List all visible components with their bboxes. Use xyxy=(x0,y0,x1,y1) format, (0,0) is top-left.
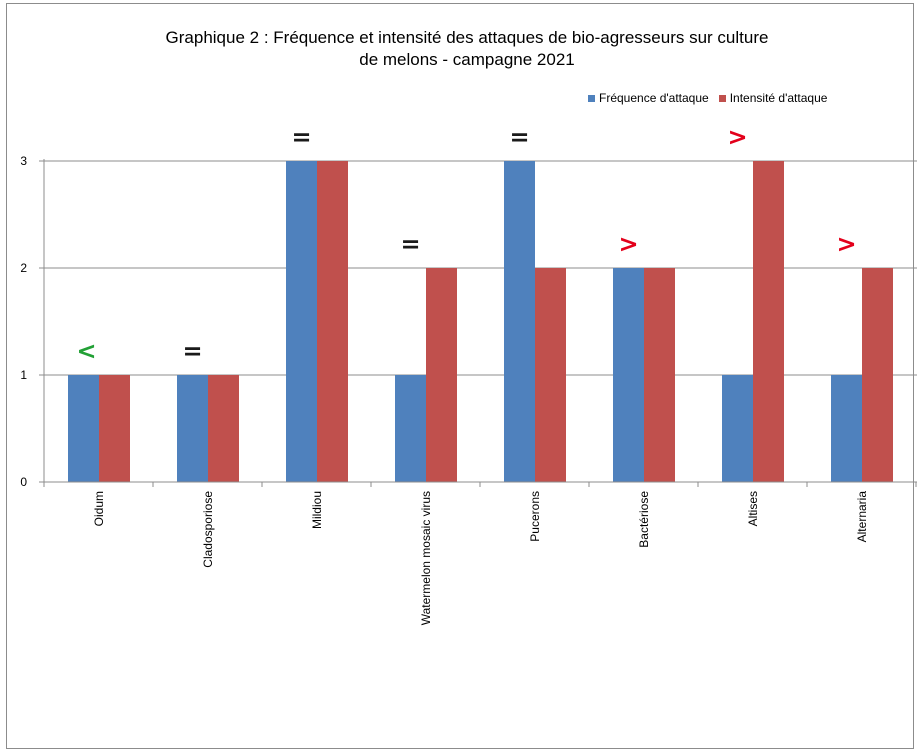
annotation-5: > xyxy=(618,230,638,258)
x-tick-label-3: Watermelon mosaic virus xyxy=(419,491,433,625)
annotation-0: < xyxy=(77,337,97,365)
bar-intensite-6 xyxy=(753,161,784,482)
y-tick-label-1: 1 xyxy=(20,368,27,382)
chart-title-line-1: Graphique 2 : Fréquence et intensité des… xyxy=(165,28,769,47)
chart-legend: Fréquence d'attaque Intensité d'attaque xyxy=(588,91,837,105)
annotation-3: = xyxy=(400,230,420,258)
y-tick-label-3: 3 xyxy=(20,154,27,168)
y-tick-label-2: 2 xyxy=(20,261,27,275)
chart-title-line-2: de melons - campagne 2021 xyxy=(359,50,575,69)
bar-intensite-4 xyxy=(535,268,566,482)
bar-frequence-1 xyxy=(177,375,208,482)
bar-frequence-2 xyxy=(286,161,317,482)
bar-intensite-5 xyxy=(644,268,675,482)
annotation-4: = xyxy=(509,123,529,151)
x-tick-label-5: Bactériose xyxy=(637,491,651,548)
x-tick-label-1: Cladosporiose xyxy=(201,491,215,568)
annotation-6: > xyxy=(727,123,747,151)
x-tick-label-6: Altises xyxy=(746,491,760,526)
x-tick-label-0: Oidum xyxy=(92,491,106,526)
bar-intensite-0 xyxy=(99,375,130,482)
bar-frequence-4 xyxy=(504,161,535,482)
bar-frequence-5 xyxy=(613,268,644,482)
bar-frequence-0 xyxy=(68,375,99,482)
bar-frequence-7 xyxy=(831,375,862,482)
bar-frequence-6 xyxy=(722,375,753,482)
bar-intensite-3 xyxy=(426,268,457,482)
bar-intensite-2 xyxy=(317,161,348,482)
legend-item-frequence: Fréquence d'attaque xyxy=(588,91,709,105)
x-tick-label-7: Alternaria xyxy=(855,491,869,543)
bar-intensite-7 xyxy=(862,268,893,482)
legend-item-intensite: Intensité d'attaque xyxy=(718,91,828,105)
bar-intensite-1 xyxy=(208,375,239,482)
x-tick-label-4: Pucerons xyxy=(528,491,542,542)
chart-title: Graphique 2 : Fréquence et intensité des… xyxy=(67,27,867,71)
legend-label-intensite: Intensité d'attaque xyxy=(729,91,828,105)
legend-swatch-frequence xyxy=(588,94,595,102)
legend-label-frequence: Fréquence d'attaque xyxy=(599,91,709,105)
y-tick-label-0: 0 xyxy=(20,475,27,489)
bar-frequence-3 xyxy=(395,375,426,482)
legend-swatch-intensite xyxy=(718,94,726,102)
annotation-2: = xyxy=(291,123,311,151)
annotation-1: = xyxy=(182,337,202,365)
annotation-7: > xyxy=(836,230,856,258)
x-tick-label-2: Mildiou xyxy=(310,491,324,529)
